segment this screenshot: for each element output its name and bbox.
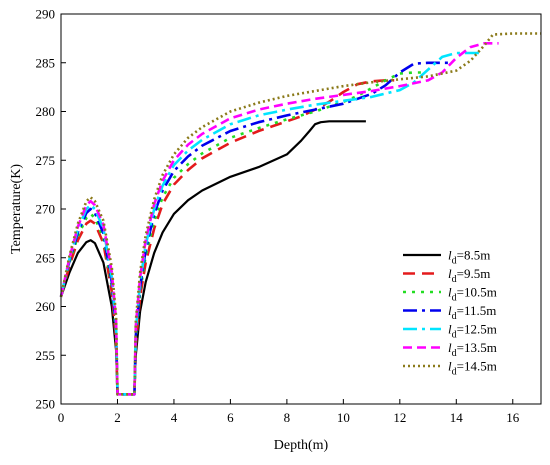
legend-subscript: d [452,274,457,285]
legend-series-name: =9.5m [457,266,491,281]
legend-subscript: d [452,256,457,267]
legend-series-name: =14.5m [457,359,497,374]
legend-label: ld=8.5m [448,248,490,267]
legend-subscript: d [452,348,457,359]
x-tick-label: 14 [450,410,464,425]
x-tick-label: 0 [58,410,65,425]
y-tick-label: 250 [36,397,56,412]
y-tick-label: 260 [36,299,56,314]
legend-series-name: =13.5m [457,340,497,355]
legend-series-name: =11.5m [457,303,497,318]
y-axis-label: Temperature(K) [9,164,24,254]
x-tick-label: 8 [284,410,291,425]
y-axis: 250 255 260 265 270 275 280 285 290 [36,7,66,412]
legend-series-name: =8.5m [457,248,491,263]
series-line-6 [59,32,541,396]
legend: ld=8.5mld=9.5mld=10.5mld=11.5mld=12.5mld… [403,248,497,378]
x-tick-label: 6 [227,410,234,425]
legend-prefix: l [448,285,452,300]
legend-label: ld=11.5m [448,303,496,322]
legend-series-name: =12.5m [457,322,497,337]
x-axis: 0 2 4 6 8 10 12 14 16 [58,399,520,425]
legend-prefix: l [448,340,452,355]
legend-label: ld=13.5m [448,340,497,359]
legend-label: ld=9.5m [448,266,490,285]
legend-prefix: l [448,359,452,374]
series-line-0 [59,120,366,396]
y-tick-label: 275 [36,153,56,168]
x-axis-label: Depth(m) [274,438,329,453]
y-tick-label: 280 [36,104,56,119]
legend-label: ld=14.5m [448,359,497,378]
y-tick-label: 290 [36,7,56,22]
legend-subscript: d [452,367,457,378]
x-tick-label: 2 [114,410,121,425]
x-tick-label: 16 [506,410,520,425]
y-tick-label: 255 [36,348,56,363]
y-tick-label: 265 [36,250,56,265]
legend-subscript: d [452,293,457,304]
series-line-1 [59,79,395,396]
legend-prefix: l [448,303,452,318]
series-line-5 [59,41,499,396]
legend-series-name: =10.5m [457,285,497,300]
series-line-4 [59,51,479,396]
y-tick-label: 285 [36,55,56,70]
series-line-2 [59,71,423,396]
x-tick-label: 12 [393,410,406,425]
series-layer [59,32,541,396]
x-tick-label: 10 [337,410,350,425]
series-line-3 [59,61,451,396]
legend-prefix: l [448,266,452,281]
y-tick-label: 270 [36,202,56,217]
legend-subscript: d [452,330,457,341]
x-tick-label: 4 [171,410,178,425]
legend-prefix: l [448,248,452,263]
legend-subscript: d [452,311,457,322]
legend-label: ld=12.5m [448,322,497,341]
legend-prefix: l [448,322,452,337]
legend-label: ld=10.5m [448,285,497,304]
